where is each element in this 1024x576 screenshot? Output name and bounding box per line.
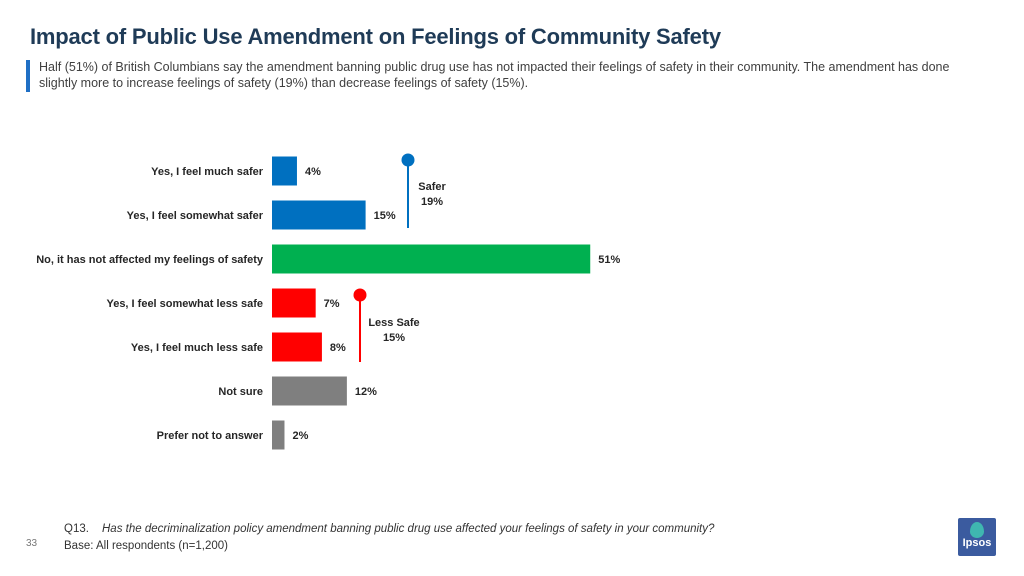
bar-prefer-not-to-answer	[272, 420, 285, 450]
base-note: Base: All respondents (n=1,200)	[64, 540, 228, 552]
value-label-yes-i-feel-somewhat-safer: 15%	[374, 210, 396, 222]
net-label-safer: Safer	[418, 181, 446, 193]
value-label-yes-i-feel-much-safer: 4%	[305, 166, 321, 178]
bar-chart: Yes, I feel much safer 4% Yes, I feel some…	[36, 153, 620, 450]
category-label-not-sure: Not sure	[218, 386, 263, 398]
value-label-prefer-not-to-answer: 2%	[292, 430, 308, 442]
net-label-less-safe: Less Safe	[368, 317, 419, 329]
bar-not-sure	[272, 376, 347, 406]
bar-yes-i-feel-somewhat-safer	[272, 200, 366, 230]
bar-no-it-has-not-affected-my-feelings-of-safety	[272, 244, 591, 274]
subtitle-accent-bar	[26, 60, 30, 92]
category-label-prefer-not-to-answer: Prefer not to answer	[157, 430, 264, 442]
page-number: 33	[26, 538, 38, 549]
question-text: Has the decriminalization policy amendme…	[102, 523, 715, 535]
value-label-no-it-has-not-affected-my-feelings-of-safety: 51%	[598, 254, 620, 266]
net-value-less-safe: 15%	[383, 332, 405, 344]
category-label-yes-i-feel-much-less-safe: Yes, I feel much less safe	[131, 342, 263, 354]
category-label-no-it-has-not-affected-my-feelings-of-safety: No, it has not affected my feelings of s…	[36, 254, 264, 266]
page-subtitle: Half (51%) of British Columbians say the…	[39, 60, 950, 90]
value-label-yes-i-feel-somewhat-less-safe: 7%	[324, 298, 340, 310]
net-marker-safer	[401, 153, 415, 167]
logo-text: Ipsos	[962, 537, 992, 549]
ipsos-logo: Ipsos	[958, 518, 996, 556]
question-line: Q13. Has the decriminalization policy ame…	[64, 521, 714, 538]
page-title: Impact of Public Use Amendment on Feelin…	[30, 24, 721, 49]
category-label-yes-i-feel-somewhat-safer: Yes, I feel somewhat safer	[127, 210, 264, 222]
footnote: Q13. Has the decriminalization policy ame…	[64, 521, 714, 555]
bar-yes-i-feel-much-less-safe	[272, 332, 322, 362]
net-marker-less-safe	[353, 288, 367, 302]
bar-yes-i-feel-much-safer	[272, 156, 297, 186]
category-label-yes-i-feel-somewhat-less-safe: Yes, I feel somewhat less safe	[106, 298, 263, 310]
value-label-yes-i-feel-much-less-safe: 8%	[330, 342, 346, 354]
bar-yes-i-feel-somewhat-less-safe	[272, 288, 316, 318]
value-label-not-sure: 12%	[355, 386, 377, 398]
category-label-yes-i-feel-much-safer: Yes, I feel much safer	[151, 166, 264, 178]
net-value-safer: 19%	[421, 196, 443, 208]
question-number: Q13.	[64, 523, 89, 535]
logo-leaf-icon	[970, 522, 984, 538]
